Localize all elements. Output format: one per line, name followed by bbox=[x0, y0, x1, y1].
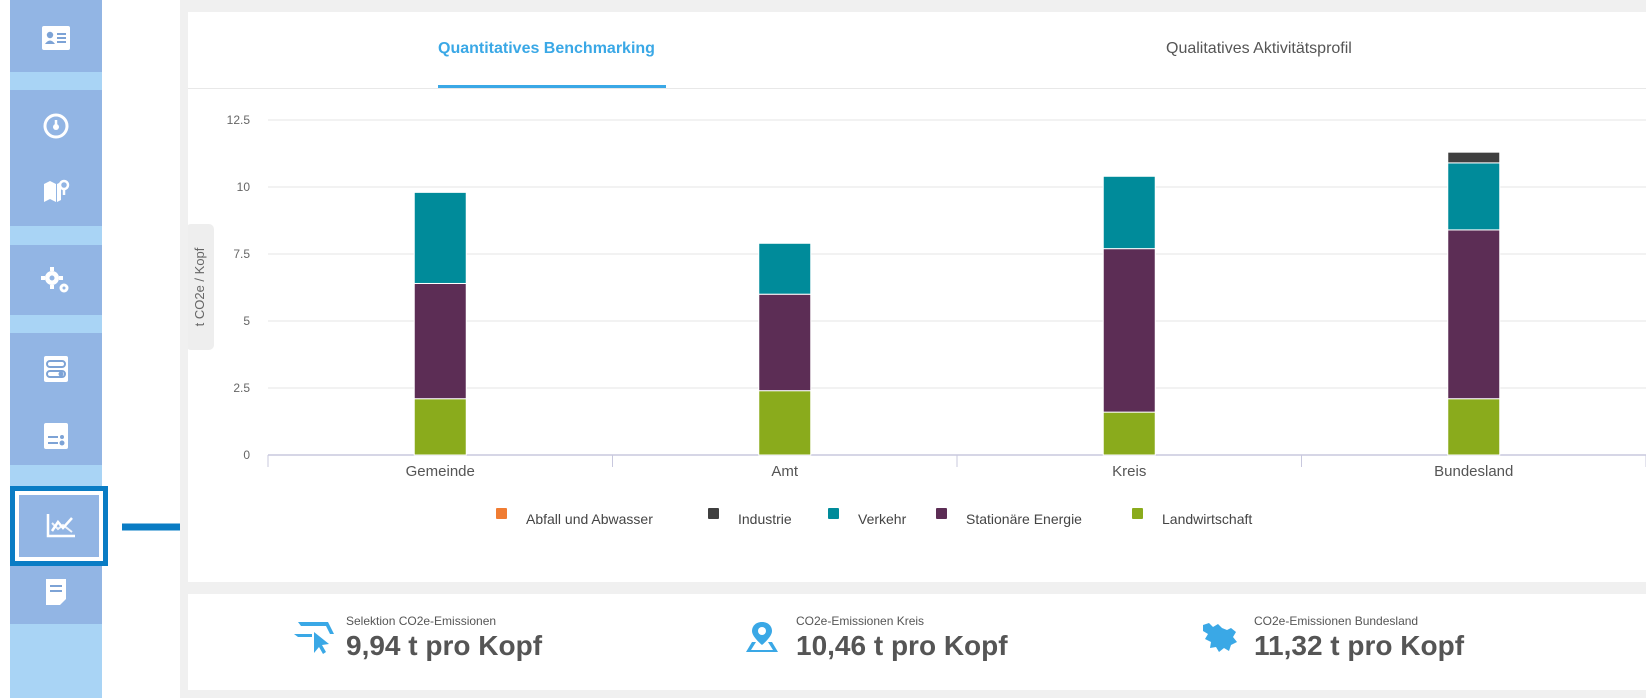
chart-card: Quantitatives Benchmarking Qualitatives … bbox=[188, 12, 1646, 582]
bar-segment bbox=[1102, 411, 1156, 456]
sliders-icon[interactable] bbox=[40, 420, 72, 452]
sidebar bbox=[10, 0, 102, 698]
x-tick-label: Bundesland bbox=[1434, 463, 1513, 480]
bar-segment bbox=[413, 398, 467, 456]
bar-segment bbox=[758, 242, 812, 295]
legend-label: Verkehr bbox=[858, 511, 907, 527]
y-tick-label: 5 bbox=[243, 314, 250, 328]
legend-swatch bbox=[496, 508, 507, 519]
legend-label: Industrie bbox=[738, 511, 792, 527]
x-tick-label: Amt bbox=[771, 463, 799, 480]
sidebar-item-benchmarking[interactable] bbox=[10, 486, 108, 566]
tab-bar: Quantitatives Benchmarking Qualitatives … bbox=[188, 12, 1646, 89]
y-tick-label: 10 bbox=[237, 180, 251, 194]
y-tick-label: 2.5 bbox=[233, 381, 250, 395]
toggle-panel-icon[interactable] bbox=[40, 353, 72, 385]
y-tick-label: 12.5 bbox=[227, 113, 251, 127]
ylabel-background bbox=[188, 224, 214, 350]
legend-label: Abfall und Abwasser bbox=[526, 511, 653, 527]
legend-swatch bbox=[708, 508, 719, 519]
stat-label: CO2e-Emissionen Kreis bbox=[796, 614, 925, 628]
x-tick-label: Kreis bbox=[1112, 463, 1146, 480]
legend-swatch bbox=[828, 508, 839, 519]
bar-segment bbox=[1447, 162, 1501, 231]
map-pin-icon[interactable] bbox=[40, 175, 72, 207]
bar-segment bbox=[758, 390, 812, 456]
legend-swatch bbox=[936, 508, 947, 519]
y-axis-label: t CO2e / Kopf bbox=[192, 247, 207, 326]
cursor-selection-icon bbox=[292, 620, 340, 659]
id-card-icon[interactable] bbox=[40, 22, 72, 54]
bar-segment bbox=[1447, 398, 1501, 456]
chart-trend-icon bbox=[45, 511, 77, 544]
legend-label: Stationäre Energie bbox=[966, 511, 1082, 527]
speedometer-icon[interactable] bbox=[40, 110, 72, 142]
bar-segment bbox=[1102, 175, 1156, 250]
document-icon[interactable] bbox=[40, 576, 72, 608]
sidebar-block bbox=[10, 90, 102, 226]
bar-segment bbox=[413, 191, 467, 284]
active-tab-indicator bbox=[438, 85, 666, 88]
bar-segment bbox=[413, 282, 467, 400]
stacked-bar-chart: t CO2e / Kopf 0 2.5 5 7.5 10 12.5 Gemeinde Amt Kr… bbox=[188, 113, 1646, 527]
tab-qualitative-activity-profile[interactable]: Qualitatives Aktivitätsprofil bbox=[1166, 40, 1352, 57]
x-tick-label: Gemeinde bbox=[406, 463, 475, 480]
legend-swatch bbox=[1132, 508, 1143, 519]
stat-value: 10,46 t pro Kopf bbox=[796, 630, 1008, 661]
stat-label: CO2e-Emissionen Bundesland bbox=[1254, 614, 1419, 628]
sidebar-item-background bbox=[19, 495, 99, 557]
bar-segment bbox=[1102, 248, 1156, 413]
map-pin-icon bbox=[742, 620, 782, 659]
legend-label: Landwirtschaft bbox=[1162, 511, 1252, 527]
tab-quantitative-benchmarking[interactable]: Quantitatives Benchmarking bbox=[438, 40, 655, 57]
stats-card: Selektion CO2e-Emissionen 9,94 t pro Kop… bbox=[188, 594, 1646, 690]
stat-value: 9,94 t pro Kopf bbox=[346, 630, 543, 661]
gears-icon[interactable] bbox=[40, 265, 72, 297]
state-map-icon bbox=[1200, 620, 1240, 659]
stat-label: Selektion CO2e-Emissionen bbox=[346, 614, 497, 628]
stat-value: 11,32 t pro Kopf bbox=[1254, 630, 1465, 661]
bar-segment bbox=[1447, 151, 1501, 164]
y-tick-label: 7.5 bbox=[233, 247, 250, 261]
y-tick-label: 0 bbox=[243, 448, 250, 462]
bar-segment bbox=[758, 293, 812, 392]
bar-segment bbox=[1447, 229, 1501, 400]
